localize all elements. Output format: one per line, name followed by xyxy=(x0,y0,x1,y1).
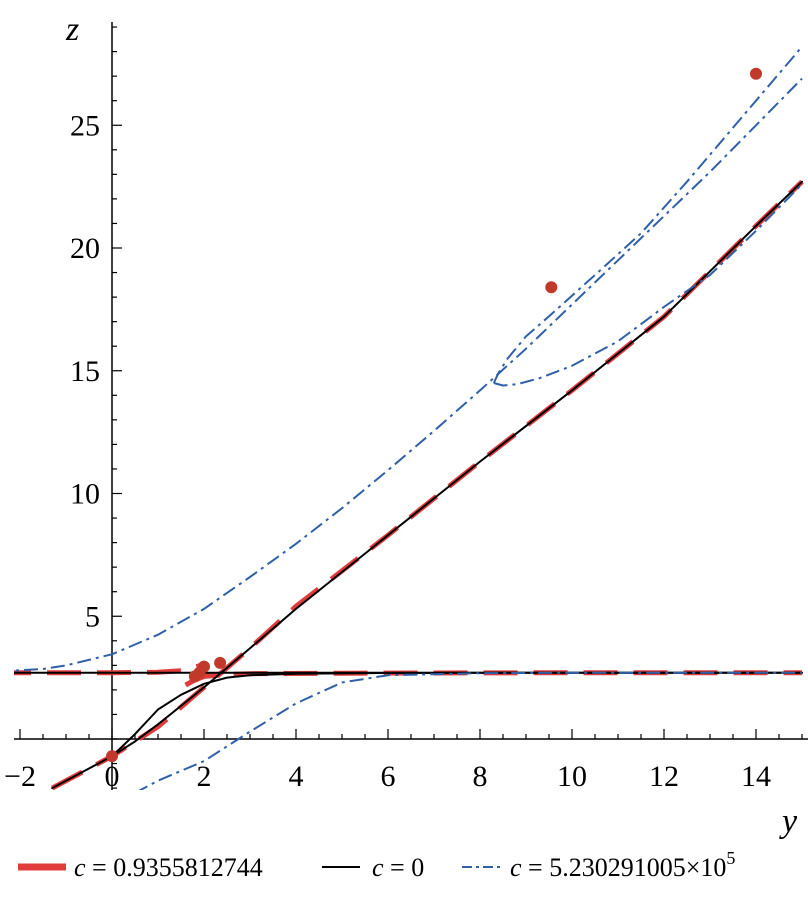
x-tick-label: 4 xyxy=(289,760,304,793)
series-0-branch-0 xyxy=(51,179,804,790)
legend-label-1: c = 0 xyxy=(372,853,424,882)
series-1-branch-2 xyxy=(111,671,803,758)
series-2-branch-2 xyxy=(493,183,803,387)
y-tick-label: 25 xyxy=(70,109,100,142)
y-tick-label: 20 xyxy=(70,232,100,265)
series-2-branch-3 xyxy=(138,671,802,790)
data-point xyxy=(214,656,227,669)
legend-label-0: c = 0.9355812744 xyxy=(74,853,263,882)
x-tick-label: −2 xyxy=(4,760,36,793)
x-tick-label: 12 xyxy=(649,760,679,793)
series-1-branch-0 xyxy=(51,180,803,790)
legend: c = 0.9355812744 c = 0 c = 5.230291005×105 xyxy=(18,848,735,882)
data-point xyxy=(106,750,118,763)
tick-labels: −2 0 2 4 6 8 10 12 14 5 10 15 20 25 xyxy=(4,109,771,793)
data-points xyxy=(106,67,762,763)
x-tick-label: 6 xyxy=(381,760,396,793)
x-tick-label: 10 xyxy=(557,760,587,793)
y-tick-label: 10 xyxy=(70,478,100,511)
legend-label-2: c = 5.230291005×105 xyxy=(510,848,735,882)
series-2-branch-1 xyxy=(492,46,803,384)
x-tick-label: 8 xyxy=(473,760,488,793)
axes xyxy=(14,22,808,790)
curves xyxy=(14,46,804,790)
data-point xyxy=(750,67,762,80)
y-tick-label: 15 xyxy=(70,355,100,388)
y-axis-label: z xyxy=(65,11,79,48)
x-tick-label: 0 xyxy=(105,760,120,793)
data-point xyxy=(198,660,210,673)
series-0-branch-1 xyxy=(14,661,205,676)
y-tick-label: 5 xyxy=(85,600,100,633)
x-tick-label: 14 xyxy=(741,760,771,793)
x-axis-label: y xyxy=(779,803,798,840)
x-tick-label: 2 xyxy=(197,760,212,793)
series-2-branch-0 xyxy=(14,77,803,672)
data-point xyxy=(545,281,558,294)
